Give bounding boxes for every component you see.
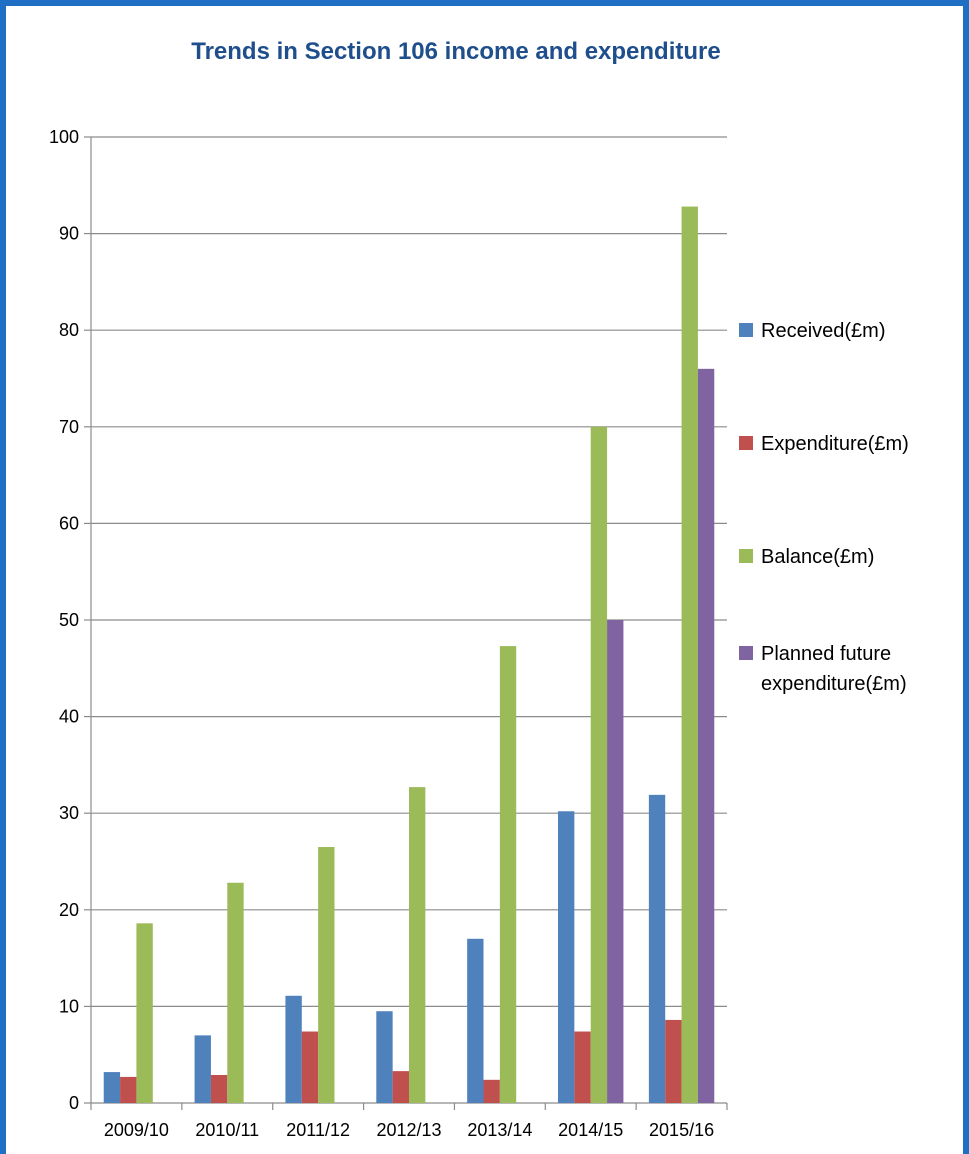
x-tick-label: 2009/10 [104, 1120, 169, 1140]
bar-3-5 [499, 646, 517, 1103]
legend-swatch-1 [739, 323, 753, 337]
x-tick-label: 2012/13 [376, 1120, 441, 1140]
y-tick-label: 90 [59, 224, 79, 244]
legend-label-4: Planned future expenditure(£m) [761, 643, 907, 695]
bar-2-3 [301, 1031, 319, 1103]
bar-3-3 [318, 847, 335, 1103]
bars [103, 206, 715, 1104]
y-tick-label: 50 [59, 610, 79, 630]
bar-3-2 [227, 882, 244, 1103]
bar-1-7 [648, 794, 666, 1103]
bar-1-5 [467, 938, 484, 1103]
bar-4-7 [697, 368, 715, 1104]
bar-1-6 [558, 811, 575, 1103]
legend-label-2: Expenditure(£m) [761, 433, 909, 455]
bar-1-2 [194, 1035, 211, 1103]
bar-2-7 [665, 1019, 682, 1103]
bar-2-4 [392, 1071, 409, 1103]
bar-4-6 [607, 620, 624, 1103]
legend-swatch-2 [739, 436, 753, 450]
y-tick-label: 20 [59, 900, 79, 920]
y-tick-label: 30 [59, 803, 79, 823]
y-tick-label: 40 [59, 707, 79, 727]
y-tick-label: 70 [59, 417, 79, 437]
bar-3-4 [409, 787, 426, 1103]
x-tick-label: 2011/12 [286, 1120, 350, 1140]
bar-1-4 [376, 1011, 393, 1103]
legend-swatch-4 [739, 646, 753, 660]
bar-3-6 [590, 426, 608, 1103]
y-tick-label: 80 [59, 320, 79, 340]
x-tick-label: 2014/15 [558, 1120, 623, 1140]
chart-title: Trends in Section 106 income and expendi… [191, 38, 721, 65]
bar-3-7 [681, 206, 698, 1103]
x-tick-label: 2013/14 [467, 1120, 532, 1140]
bar-2-5 [483, 1079, 500, 1103]
y-tick-label: 100 [49, 127, 79, 147]
bar-2-2 [210, 1074, 228, 1103]
x-tick-label: 2015/16 [649, 1120, 714, 1140]
x-tick-label: 2010/11 [195, 1120, 259, 1140]
legend-swatch-3 [739, 549, 753, 563]
y-tick-label: 60 [59, 513, 79, 533]
legend-label-3: Balance(£m) [761, 546, 874, 568]
y-tick-label: 10 [59, 996, 79, 1016]
bar-1-3 [285, 995, 302, 1103]
bar-3-1 [136, 923, 153, 1103]
legend: Received(£m) Expenditure(£m) Balance(£m) Pl… [739, 320, 909, 695]
bar-1-1 [103, 1072, 121, 1103]
legend-label-1: Received(£m) [761, 320, 885, 342]
y-tick-label: 0 [69, 1093, 79, 1113]
bar-2-1 [120, 1076, 137, 1103]
bar-2-6 [574, 1031, 591, 1103]
